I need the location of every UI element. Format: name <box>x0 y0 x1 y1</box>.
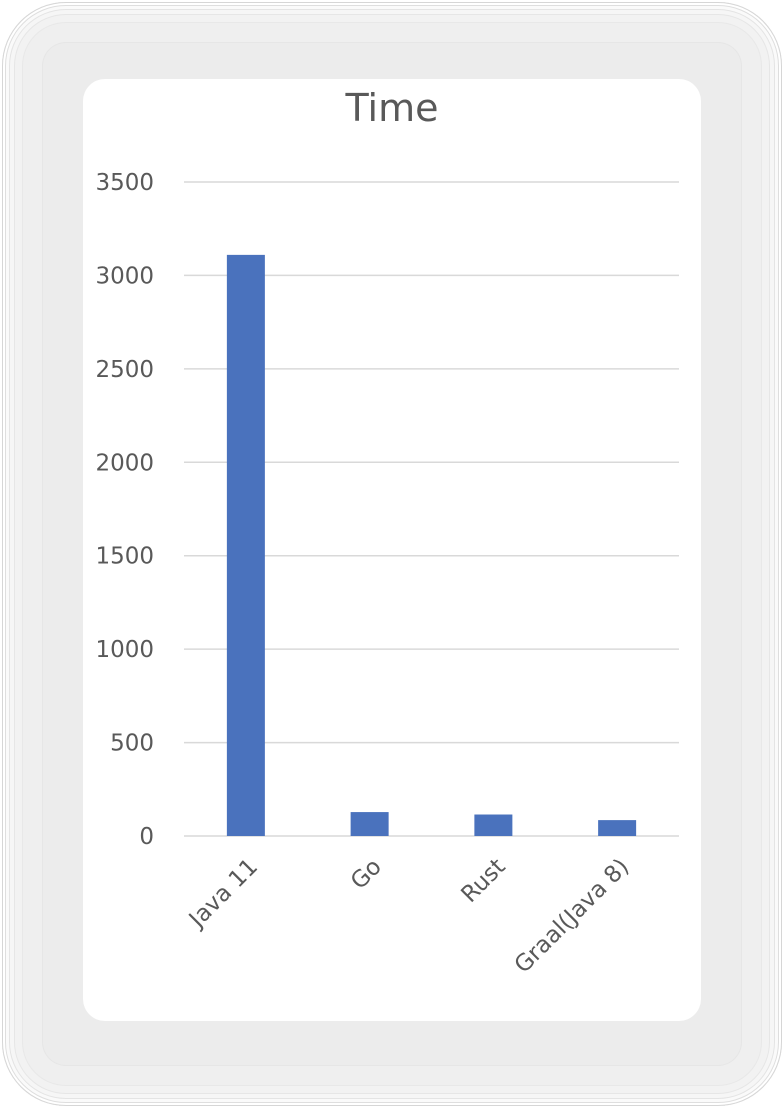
bar-go <box>350 812 389 836</box>
y-tick-label: 500 <box>110 731 154 757</box>
y-tick-label: 3500 <box>95 170 154 196</box>
gridlines <box>184 181 679 837</box>
y-tick-label: 1500 <box>95 544 154 570</box>
chart-title: Time <box>345 86 439 130</box>
bar-java-11 <box>226 254 265 837</box>
y-axis-ticks: 0 500 1000 1500 2000 2500 3000 3500 <box>95 170 154 850</box>
bars <box>226 254 637 837</box>
chart-card <box>83 79 701 1021</box>
y-tick-label: 0 <box>139 824 154 850</box>
y-tick-label: 2000 <box>95 450 154 476</box>
bar-rust <box>474 814 513 836</box>
y-tick-label: 2500 <box>95 357 154 383</box>
x-tick-label: Rust <box>457 854 511 908</box>
x-axis-ticks: Java 11 Go Rust Graal(Java 8) <box>183 854 634 979</box>
bar-graal-java-8 <box>598 820 637 836</box>
x-tick-label: Java 11 <box>183 854 263 934</box>
y-tick-label: 1000 <box>95 637 154 663</box>
x-tick-label: Go <box>346 854 387 895</box>
y-tick-label: 3000 <box>95 263 154 289</box>
x-tick-label: Graal(Java 8) <box>510 854 635 979</box>
